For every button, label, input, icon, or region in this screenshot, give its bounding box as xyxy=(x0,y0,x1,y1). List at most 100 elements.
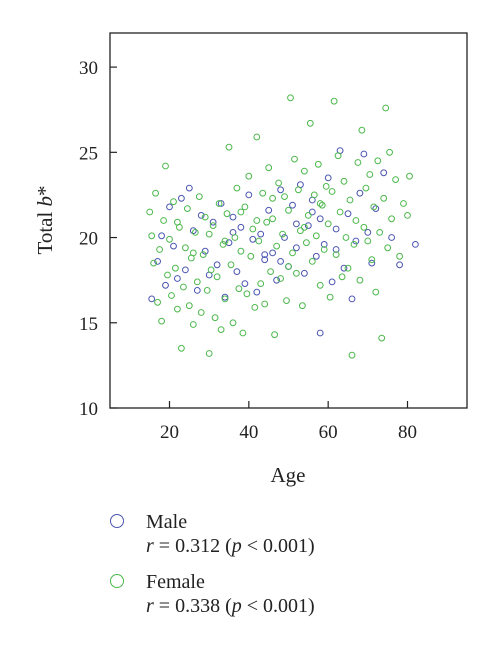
point-female xyxy=(358,126,366,134)
point-female xyxy=(281,193,288,201)
point-female xyxy=(380,194,388,202)
point-female xyxy=(275,179,283,187)
point-female xyxy=(338,273,346,281)
point-female xyxy=(320,246,328,253)
point-male xyxy=(185,184,193,192)
point-male xyxy=(237,223,245,231)
point-female xyxy=(178,344,185,352)
legend-marker-male xyxy=(110,514,124,528)
point-male xyxy=(233,268,241,276)
point-female xyxy=(304,212,312,219)
point-female xyxy=(279,230,287,238)
y-tick-label: 25 xyxy=(79,143,98,164)
point-female xyxy=(182,244,189,252)
point-female xyxy=(251,304,259,311)
point-female xyxy=(297,227,304,235)
point-male xyxy=(225,239,233,247)
point-female xyxy=(245,172,253,180)
legend-entry-female: Female r = 0.338 (p < 0.001) xyxy=(110,570,315,618)
point-female xyxy=(328,188,336,195)
point-male xyxy=(269,249,277,257)
point-female xyxy=(293,269,300,277)
point-female xyxy=(354,159,362,166)
point-female xyxy=(219,241,227,248)
point-female xyxy=(209,222,217,230)
point-female xyxy=(257,280,265,288)
point-male xyxy=(380,169,388,177)
point-female xyxy=(170,198,177,206)
point-female xyxy=(303,239,310,247)
point-female xyxy=(404,212,411,219)
point-male xyxy=(312,252,320,260)
point-female xyxy=(360,223,368,231)
point-female xyxy=(291,155,298,163)
point-female xyxy=(316,281,324,289)
point-male xyxy=(304,222,312,230)
point-male xyxy=(261,251,269,259)
point-female xyxy=(406,172,413,180)
point-female xyxy=(374,157,382,165)
point-female xyxy=(197,309,205,316)
point-female xyxy=(223,210,231,218)
point-female xyxy=(221,295,229,303)
point-female xyxy=(340,177,348,185)
point-male xyxy=(340,264,348,272)
point-male xyxy=(277,186,285,194)
point-male xyxy=(324,174,332,182)
point-female xyxy=(384,244,392,252)
point-female xyxy=(229,319,237,327)
point-male xyxy=(265,206,273,214)
y-tick-label: 30 xyxy=(79,58,98,79)
point-female xyxy=(336,208,344,216)
point-female xyxy=(400,200,407,207)
point-female xyxy=(249,225,257,233)
point-male xyxy=(316,329,324,337)
x-tick-label: 40 xyxy=(239,422,258,443)
point-female xyxy=(265,164,273,172)
point-female xyxy=(314,160,322,168)
point-female xyxy=(189,321,197,328)
point-male xyxy=(344,210,352,218)
point-male xyxy=(293,244,300,252)
x-tick-label: 80 xyxy=(398,422,417,443)
legend-label-male: Male xyxy=(146,511,188,533)
point-male xyxy=(178,194,185,202)
legend-stat-male: r = 0.312 (p < 0.001) xyxy=(146,535,315,557)
point-female xyxy=(241,203,249,211)
point-female xyxy=(285,206,292,214)
point-female xyxy=(269,194,277,202)
point-male xyxy=(364,229,372,236)
point-female xyxy=(346,196,354,204)
point-female xyxy=(189,249,197,257)
point-female xyxy=(221,237,229,245)
point-female xyxy=(184,205,191,213)
point-male xyxy=(388,234,396,241)
point-male xyxy=(193,287,201,294)
point-male xyxy=(281,234,288,241)
point-female xyxy=(295,186,302,194)
point-male xyxy=(352,237,360,245)
legend-entry-male: Male r = 0.312 (p < 0.001) xyxy=(110,510,315,558)
point-female xyxy=(364,237,372,245)
point-female xyxy=(326,293,334,301)
point-female xyxy=(283,297,290,305)
point-female xyxy=(203,287,211,294)
point-female xyxy=(156,246,164,253)
point-female xyxy=(239,329,247,337)
point-male xyxy=(412,241,419,248)
point-female xyxy=(316,200,324,207)
point-female xyxy=(191,229,199,236)
point-male xyxy=(166,203,173,211)
y-axis-label: Total b* xyxy=(33,185,57,254)
point-male xyxy=(189,227,197,235)
point-male xyxy=(293,220,300,228)
point-female xyxy=(195,193,203,201)
point-female xyxy=(205,350,213,357)
point-male xyxy=(253,288,261,296)
point-female xyxy=(233,184,241,192)
point-male xyxy=(277,258,285,265)
point-female xyxy=(382,104,390,112)
point-female xyxy=(386,148,394,156)
point-female xyxy=(180,283,187,291)
point-female xyxy=(392,176,400,184)
